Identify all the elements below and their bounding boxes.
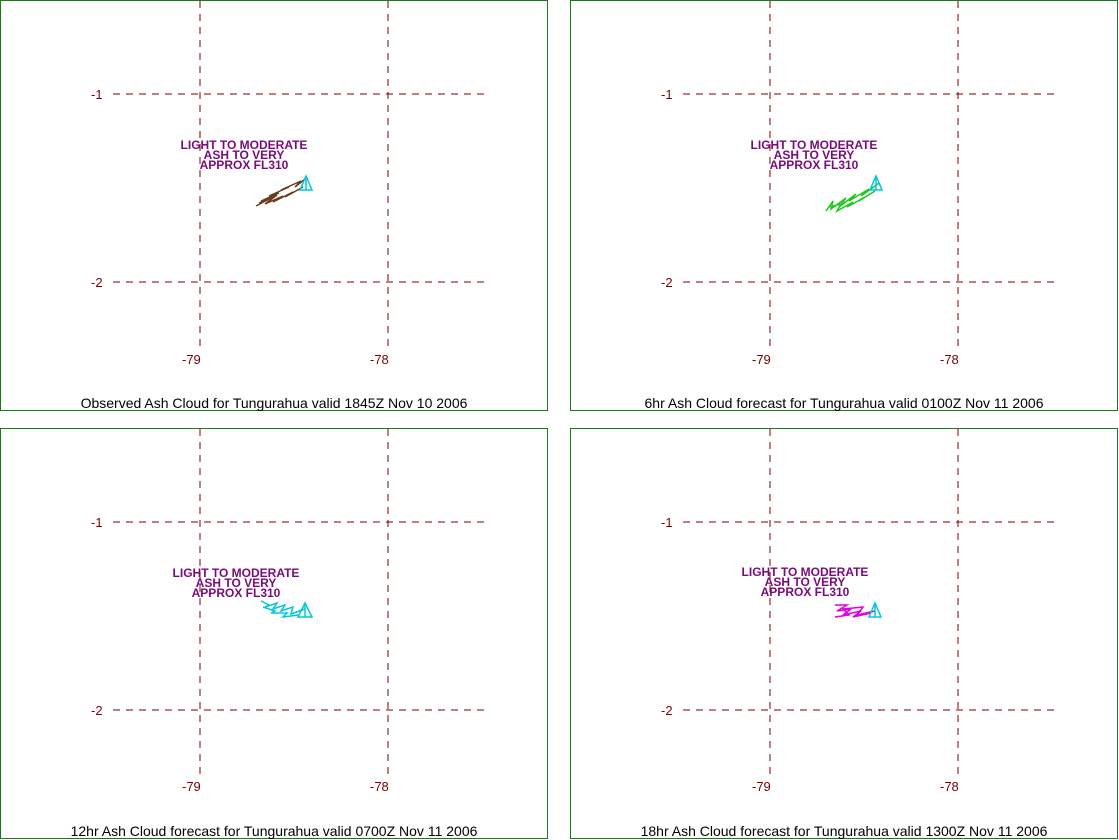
panel-caption: 6hr Ash Cloud forecast for Tungurahua va… — [644, 395, 1044, 411]
lat-tick-label: -2 — [91, 275, 103, 290]
map-panel-12hr: -1 -2 -79 -78 LIGHT TO MODERATE ASH TO V… — [0, 428, 548, 839]
ash-cloud-polygon — [255, 178, 306, 207]
volcano-marker-icon — [298, 174, 314, 191]
lat-tick-label: -2 — [91, 703, 103, 718]
lon-tick-label: -78 — [940, 352, 959, 367]
lon-tick-label: -78 — [370, 779, 389, 794]
ash-annotation-line: APPROX FL310 — [192, 586, 281, 600]
lon-tick-label: -79 — [752, 352, 771, 367]
ash-cloud-polygon — [260, 600, 306, 619]
volcano-marker-icon — [868, 174, 884, 191]
ash-annotation-line: APPROX FL310 — [761, 585, 850, 599]
ash-annotation-line: ASH TO VERY — [774, 148, 855, 162]
map-panel-observed: -1 -2 -79 -78 LIGHT TO MODERATE ASH TO V… — [0, 0, 548, 411]
ash-annotation-line: LIGHT TO MODERATE — [173, 566, 300, 580]
ash-annotation-line: ASH TO VERY — [765, 575, 846, 589]
panel-caption: Observed Ash Cloud for Tungurahua valid … — [80, 395, 468, 411]
lat-tick-label: -1 — [661, 515, 673, 530]
ash-annotation-line: APPROX FL310 — [200, 158, 289, 172]
volcano-marker-icon — [867, 601, 883, 618]
volcano-marker-icon — [296, 601, 314, 618]
ash-annotation-line: ASH TO VERY — [196, 576, 277, 590]
ash-annotation-line: LIGHT TO MODERATE — [742, 565, 869, 579]
map-canvas: -1 -2 -79 -78 LIGHT TO MODERATE ASH TO V… — [661, 1, 1056, 367]
ash-cloud-polygon — [825, 182, 880, 213]
map-canvas: -1 -2 -79 -78 LIGHT TO MODERATE ASH TO V… — [91, 429, 486, 794]
lon-tick-label: -78 — [370, 352, 389, 367]
lon-tick-label: -78 — [940, 779, 959, 794]
ash-annotation-line: LIGHT TO MODERATE — [181, 138, 308, 152]
lon-tick-label: -79 — [752, 779, 771, 794]
ash-annotation-line: LIGHT TO MODERATE — [751, 138, 878, 152]
lat-tick-label: -2 — [661, 275, 673, 290]
map-canvas: -1 -2 -79 -78 LIGHT TO MODERATE ASH TO V… — [91, 1, 486, 367]
lon-tick-label: -79 — [182, 352, 201, 367]
lat-tick-label: -2 — [661, 703, 673, 718]
lat-tick-label: -1 — [91, 87, 103, 102]
ash-cloud-polygon — [834, 604, 876, 618]
ash-annotation-line: APPROX FL310 — [770, 158, 859, 172]
lon-tick-label: -79 — [182, 779, 201, 794]
lat-tick-label: -1 — [661, 87, 673, 102]
map-panel-6hr: -1 -2 -79 -78 LIGHT TO MODERATE ASH TO V… — [570, 0, 1118, 411]
ash-annotation-line: ASH TO VERY — [204, 148, 285, 162]
lat-tick-label: -1 — [91, 515, 103, 530]
map-panel-18hr: -1 -2 -79 -78 LIGHT TO MODERATE ASH TO V… — [570, 428, 1118, 839]
map-canvas: -1 -2 -79 -78 LIGHT TO MODERATE ASH TO V… — [661, 429, 1056, 794]
panel-caption: 12hr Ash Cloud forecast for Tungurahua v… — [70, 823, 478, 839]
panel-caption: 18hr Ash Cloud forecast for Tungurahua v… — [640, 823, 1048, 839]
